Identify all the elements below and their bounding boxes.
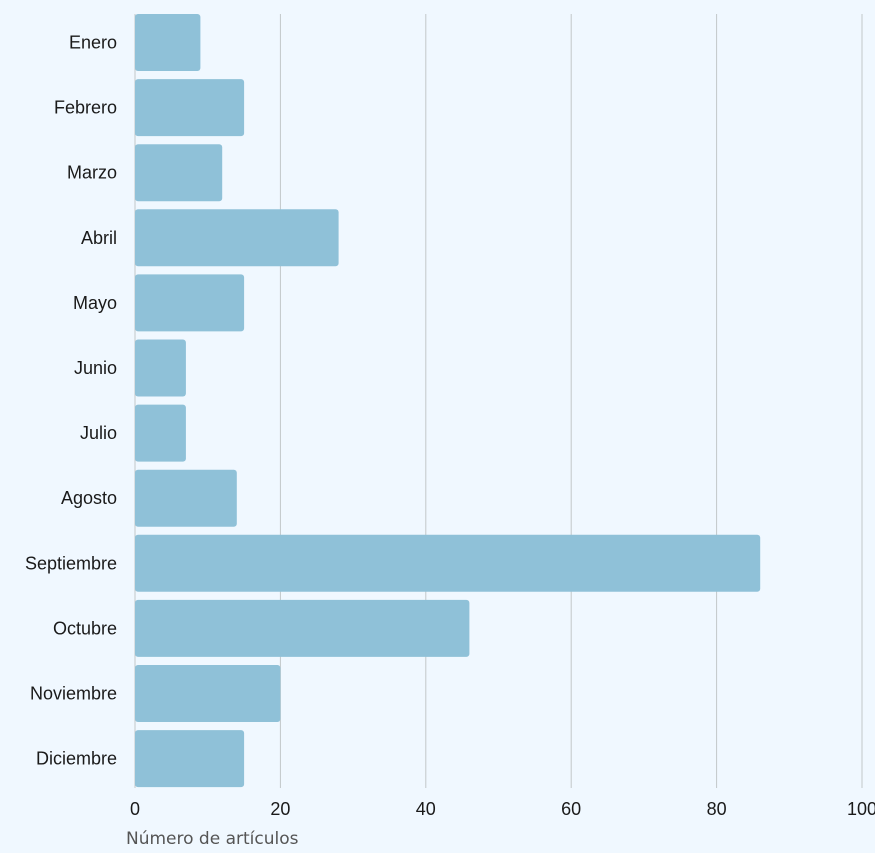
category-label: Septiembre [25,553,117,573]
x-tick-label: 0 [130,799,140,819]
category-label: Diciembre [36,749,117,769]
bar-junio [135,340,186,397]
category-label: Julio [80,423,117,443]
bar-enero [135,14,200,71]
bar-noviembre [135,665,280,722]
bar-febrero [135,79,244,136]
category-label: Febrero [54,98,117,118]
category-label: Agosto [61,488,117,508]
category-label: Mayo [73,293,117,313]
bar-septiembre [135,535,760,592]
category-label: Noviembre [30,684,117,704]
bar-julio [135,405,186,462]
x-tick-label: 100 [847,799,875,819]
x-tick-label: 40 [416,799,436,819]
bar-marzo [135,144,222,201]
category-label: Junio [74,358,117,378]
x-tick-label: 20 [270,799,290,819]
category-label: Octubre [53,618,117,638]
bar-agosto [135,470,237,527]
bar-diciembre [135,730,244,787]
bar-octubre [135,600,469,657]
category-label: Marzo [67,163,117,183]
bar-mayo [135,274,244,331]
x-tick-label: 80 [707,799,727,819]
category-label: Enero [69,33,117,53]
bar-abril [135,209,339,266]
category-label: Abril [81,228,117,248]
x-tick-label: 60 [561,799,581,819]
x-axis-title: Número de artículos [126,829,299,849]
